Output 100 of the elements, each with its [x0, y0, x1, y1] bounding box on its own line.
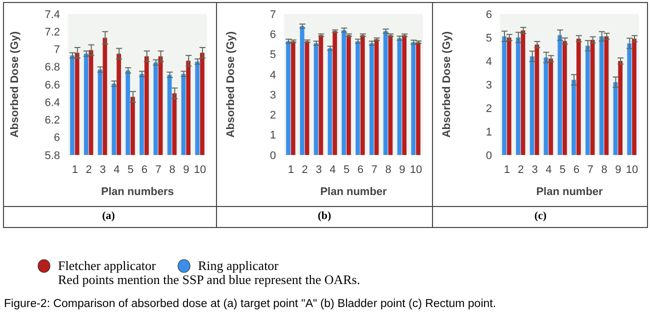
- x-tick-label: 3: [316, 164, 322, 176]
- y-tick-label: 5: [486, 32, 492, 44]
- x-tick-label: 1: [72, 164, 78, 176]
- bar: [332, 31, 338, 155]
- y-tick-label: 0: [270, 150, 276, 162]
- x-tick-label: 7: [155, 164, 162, 176]
- y-tick-label: 5.8: [44, 150, 60, 162]
- x-tick-label: 4: [330, 164, 336, 176]
- bar: [572, 80, 576, 155]
- bar: [632, 38, 636, 155]
- y-tick-label: 6: [270, 28, 276, 41]
- bar: [374, 39, 379, 155]
- y-tick-label: 7: [54, 44, 60, 56]
- y-tick-label: 2: [486, 102, 492, 115]
- bar: [290, 41, 296, 155]
- bar: [388, 35, 393, 155]
- x-tick-label: 6: [573, 164, 580, 176]
- x-tick-label: 3: [532, 164, 538, 176]
- bar: [356, 41, 360, 155]
- bar: [328, 48, 332, 155]
- bar: [402, 35, 407, 155]
- bar: [342, 30, 346, 155]
- bar: [416, 42, 420, 155]
- bar: [397, 38, 402, 155]
- x-tick-label: 7: [371, 164, 378, 176]
- x-tick-label: 5: [127, 164, 134, 176]
- y-tick-label: 0: [486, 150, 492, 162]
- bar: [558, 35, 562, 155]
- text: Figure-2: Comparison of absorbed dose at (a) target point "A" (b) Bladder point (c) Rectum point.: [4, 298, 496, 310]
- x-axis-title: Plan numbers: [101, 186, 174, 198]
- bar: [562, 41, 567, 155]
- bar: [346, 35, 351, 155]
- y-tick-label: 7.4: [44, 8, 60, 21]
- x-tick-label: 10: [410, 164, 422, 176]
- y-axis-title: Absorbed Dose (Gy): [225, 30, 237, 138]
- bar: [286, 41, 290, 155]
- x-tick-label: 2: [518, 164, 524, 176]
- y-tick-label: 7.2: [44, 26, 60, 38]
- x-tick-label: 4: [114, 164, 120, 176]
- x-tick-label: 5: [343, 164, 350, 176]
- bar: [534, 44, 540, 155]
- bar: [383, 31, 388, 155]
- bar: [599, 36, 604, 155]
- legend-label: Fletcher applicator: [58, 258, 156, 273]
- bar: [590, 40, 595, 155]
- bar: [318, 35, 324, 155]
- y-tick-label: 3: [486, 79, 492, 92]
- x-tick-label: 1: [288, 164, 294, 176]
- x-tick-label: 7: [587, 164, 594, 176]
- bar: [520, 30, 526, 155]
- bar: [300, 26, 304, 155]
- x-tick-label: 9: [615, 164, 622, 176]
- y-axis-title: Absorbed Dose (Gy): [9, 30, 21, 138]
- x-tick-label: 5: [559, 164, 566, 176]
- bar: [506, 38, 512, 155]
- x-tick-label: 2: [86, 164, 92, 176]
- y-axis-title: Absorbed Dose (Gy): [441, 30, 453, 138]
- y-tick-label: 2: [270, 110, 276, 122]
- y-tick-label: 7: [270, 8, 276, 21]
- y-tick-label: 6.6: [44, 79, 60, 92]
- x-tick-label: 4: [546, 164, 552, 176]
- bar: [576, 38, 581, 155]
- y-tick-label: 5: [270, 49, 276, 62]
- y-tick-label: 4: [270, 69, 276, 82]
- x-tick-label: 10: [194, 164, 206, 176]
- x-tick-label: 3: [100, 164, 106, 176]
- y-tick-label: 6: [54, 132, 60, 144]
- text: (a): [102, 210, 116, 222]
- x-tick-label: 8: [385, 164, 392, 176]
- y-tick-label: 6.4: [44, 96, 60, 109]
- x-tick-label: 9: [183, 164, 190, 176]
- y-tick-label: 6: [486, 8, 492, 21]
- text: Red points mention the SSP and blue represent the OARs.: [58, 272, 360, 287]
- x-tick-label: 9: [399, 164, 406, 176]
- bar: [502, 36, 506, 155]
- x-tick-label: 6: [357, 164, 364, 176]
- bar: [627, 43, 632, 155]
- bar: [304, 41, 310, 155]
- bar: [544, 57, 548, 155]
- bar: [314, 43, 318, 155]
- y-tick-label: 1: [270, 130, 276, 142]
- bar: [618, 61, 623, 155]
- bar: [516, 38, 520, 155]
- bar: [369, 43, 374, 155]
- legend-label: Ring applicator: [198, 258, 280, 273]
- x-axis-title: Plan number: [536, 186, 604, 198]
- y-tick-label: 3: [270, 89, 276, 102]
- y-tick-label: 1: [486, 126, 492, 138]
- bar: [604, 36, 609, 155]
- x-tick-label: 8: [601, 164, 608, 176]
- x-axis-title: Plan number: [320, 186, 388, 198]
- x-tick-label: 2: [302, 164, 308, 176]
- bar: [530, 56, 534, 155]
- bar: [548, 58, 554, 155]
- bar: [585, 46, 590, 155]
- y-tick-label: 4: [486, 56, 492, 68]
- x-tick-label: 8: [169, 164, 176, 176]
- bar: [360, 35, 365, 155]
- bar: [411, 42, 416, 155]
- text: (b): [318, 210, 332, 222]
